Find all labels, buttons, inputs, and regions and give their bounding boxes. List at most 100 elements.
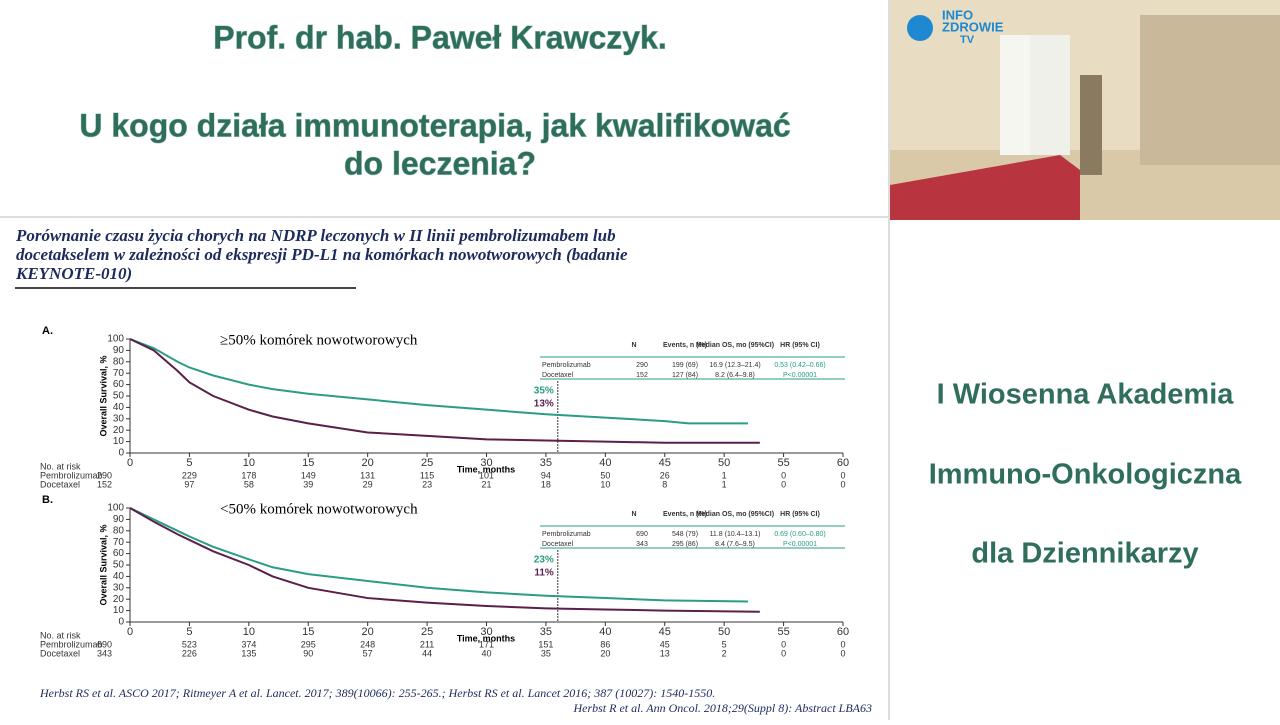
- table-header: Median OS, mo (95%CI): [696, 511, 774, 518]
- risk-count: 135: [241, 648, 256, 658]
- slide-heading: docetakselem w zależności od ekspresji P…: [16, 245, 628, 264]
- x-tick-label: 60: [837, 626, 849, 638]
- risk-count: 0: [781, 648, 786, 658]
- survival-curve: [129, 338, 748, 425]
- risk-count: 374: [241, 639, 256, 649]
- x-tick-label: 5: [186, 457, 192, 469]
- risk-name: Docetaxel: [40, 648, 80, 658]
- risk-count: 152: [97, 479, 112, 489]
- risk-count: 151: [538, 639, 553, 649]
- y-axis-label: Overall Survival, %: [98, 355, 108, 436]
- x-tick-label: 35: [540, 457, 552, 469]
- x-tick-label: 50: [718, 626, 730, 638]
- table-cell: 152: [636, 372, 648, 379]
- table-cell: 8.2 (6.4–9.8): [715, 372, 755, 379]
- risk-count: 1: [722, 470, 727, 480]
- survival-curve: [129, 507, 760, 613]
- risk-count: 13: [660, 648, 670, 658]
- table-cell: 343: [636, 541, 648, 548]
- y-tick-label: 90: [113, 345, 125, 356]
- table-cell: 127 (84): [672, 372, 698, 379]
- risk-count: 90: [303, 648, 313, 658]
- sidebar-line: I Wiosenna Akademia: [937, 379, 1235, 411]
- risk-count: 290: [97, 470, 112, 480]
- y-tick-label: 40: [113, 402, 125, 413]
- y-tick-label: 60: [113, 548, 125, 559]
- x-tick-label: 0: [127, 457, 133, 469]
- risk-label: No. at risk: [40, 630, 81, 640]
- table-cell: 548 (79): [672, 531, 698, 538]
- x-tick-label: 40: [599, 626, 611, 638]
- table-cell: 0.69 (0.60–0.80): [774, 531, 825, 538]
- sidebar-line: dla Dziennikarzy: [971, 538, 1198, 570]
- x-tick-label: 50: [718, 457, 730, 469]
- y-tick-label: 10: [113, 605, 125, 616]
- y-tick-label: 20: [113, 425, 125, 436]
- risk-count: 0: [781, 639, 786, 649]
- risk-count: 58: [244, 479, 254, 489]
- x-tick-label: 45: [659, 457, 671, 469]
- risk-name: Pembrolizumab: [40, 639, 103, 649]
- risk-count: 39: [303, 479, 313, 489]
- y-tick-label: 100: [107, 334, 124, 345]
- y-tick-label: 20: [113, 594, 125, 605]
- x-tick-label: 10: [243, 457, 255, 469]
- risk-count: 44: [422, 648, 432, 658]
- table-cell: P<0.00001: [783, 541, 817, 548]
- table-header: N: [631, 342, 636, 349]
- y-tick-label: 10: [113, 436, 125, 447]
- table-cell: 290: [636, 362, 648, 369]
- risk-name: Pembrolizumab: [40, 470, 103, 480]
- y-tick-label: 40: [113, 571, 125, 582]
- table-cell: Docetaxel: [542, 372, 574, 379]
- y-tick-label: 0: [118, 448, 124, 459]
- risk-count: 5: [722, 639, 727, 649]
- y-tick-label: 100: [107, 503, 124, 514]
- table-header: HR (95% CI): [780, 511, 820, 518]
- risk-count: 18: [541, 479, 551, 489]
- risk-count: 248: [360, 639, 375, 649]
- table-cell: 690: [636, 531, 648, 538]
- x-tick-label: 25: [421, 457, 433, 469]
- table-cell: 295 (86): [672, 541, 698, 548]
- risk-count: 0: [781, 479, 786, 489]
- slide-heading: KEYNOTE-010): [15, 264, 132, 283]
- risk-count: 0: [840, 470, 845, 480]
- x-tick-label: 5: [186, 626, 192, 638]
- x-tick-label: 35: [540, 626, 552, 638]
- risk-count: 1: [722, 479, 727, 489]
- risk-count: 226: [182, 648, 197, 658]
- x-tick-label: 30: [480, 457, 492, 469]
- risk-count: 343: [97, 648, 112, 658]
- risk-count: 26: [660, 470, 670, 480]
- risk-count: 35: [541, 648, 551, 658]
- risk-count: 229: [182, 470, 197, 480]
- x-tick-label: 55: [777, 457, 789, 469]
- y-tick-label: 80: [113, 525, 125, 536]
- risk-count: 21: [481, 479, 491, 489]
- risk-count: 171: [479, 639, 494, 649]
- risk-count: 101: [479, 470, 494, 480]
- logo-text: INFO: [942, 7, 973, 22]
- sidebar-line: Immuno-Onkologiczna: [929, 459, 1242, 491]
- risk-name: Docetaxel: [40, 479, 80, 489]
- risk-count: 523: [182, 639, 197, 649]
- table-cell: 16.9 (12.3–21.4): [709, 362, 760, 369]
- y-tick-label: 50: [113, 391, 125, 402]
- x-tick-label: 15: [302, 457, 314, 469]
- panel-subtitle: ≥50% komórek nowotworowych: [220, 332, 418, 348]
- x-tick-label: 55: [777, 626, 789, 638]
- risk-count: 0: [840, 648, 845, 658]
- table-cell: 199 (69): [672, 362, 698, 369]
- video-door: [1140, 15, 1280, 165]
- risk-count: 97: [184, 479, 194, 489]
- risk-count: 10: [600, 479, 610, 489]
- video-banner: [1030, 35, 1070, 155]
- x-axis-label: Time, months: [457, 464, 515, 474]
- risk-count: 178: [241, 470, 256, 480]
- risk-count: 211: [420, 639, 434, 649]
- risk-count: 29: [363, 479, 373, 489]
- divider: [0, 216, 888, 218]
- table-header: Events, n (%): [663, 511, 707, 518]
- video-table: [890, 155, 1080, 220]
